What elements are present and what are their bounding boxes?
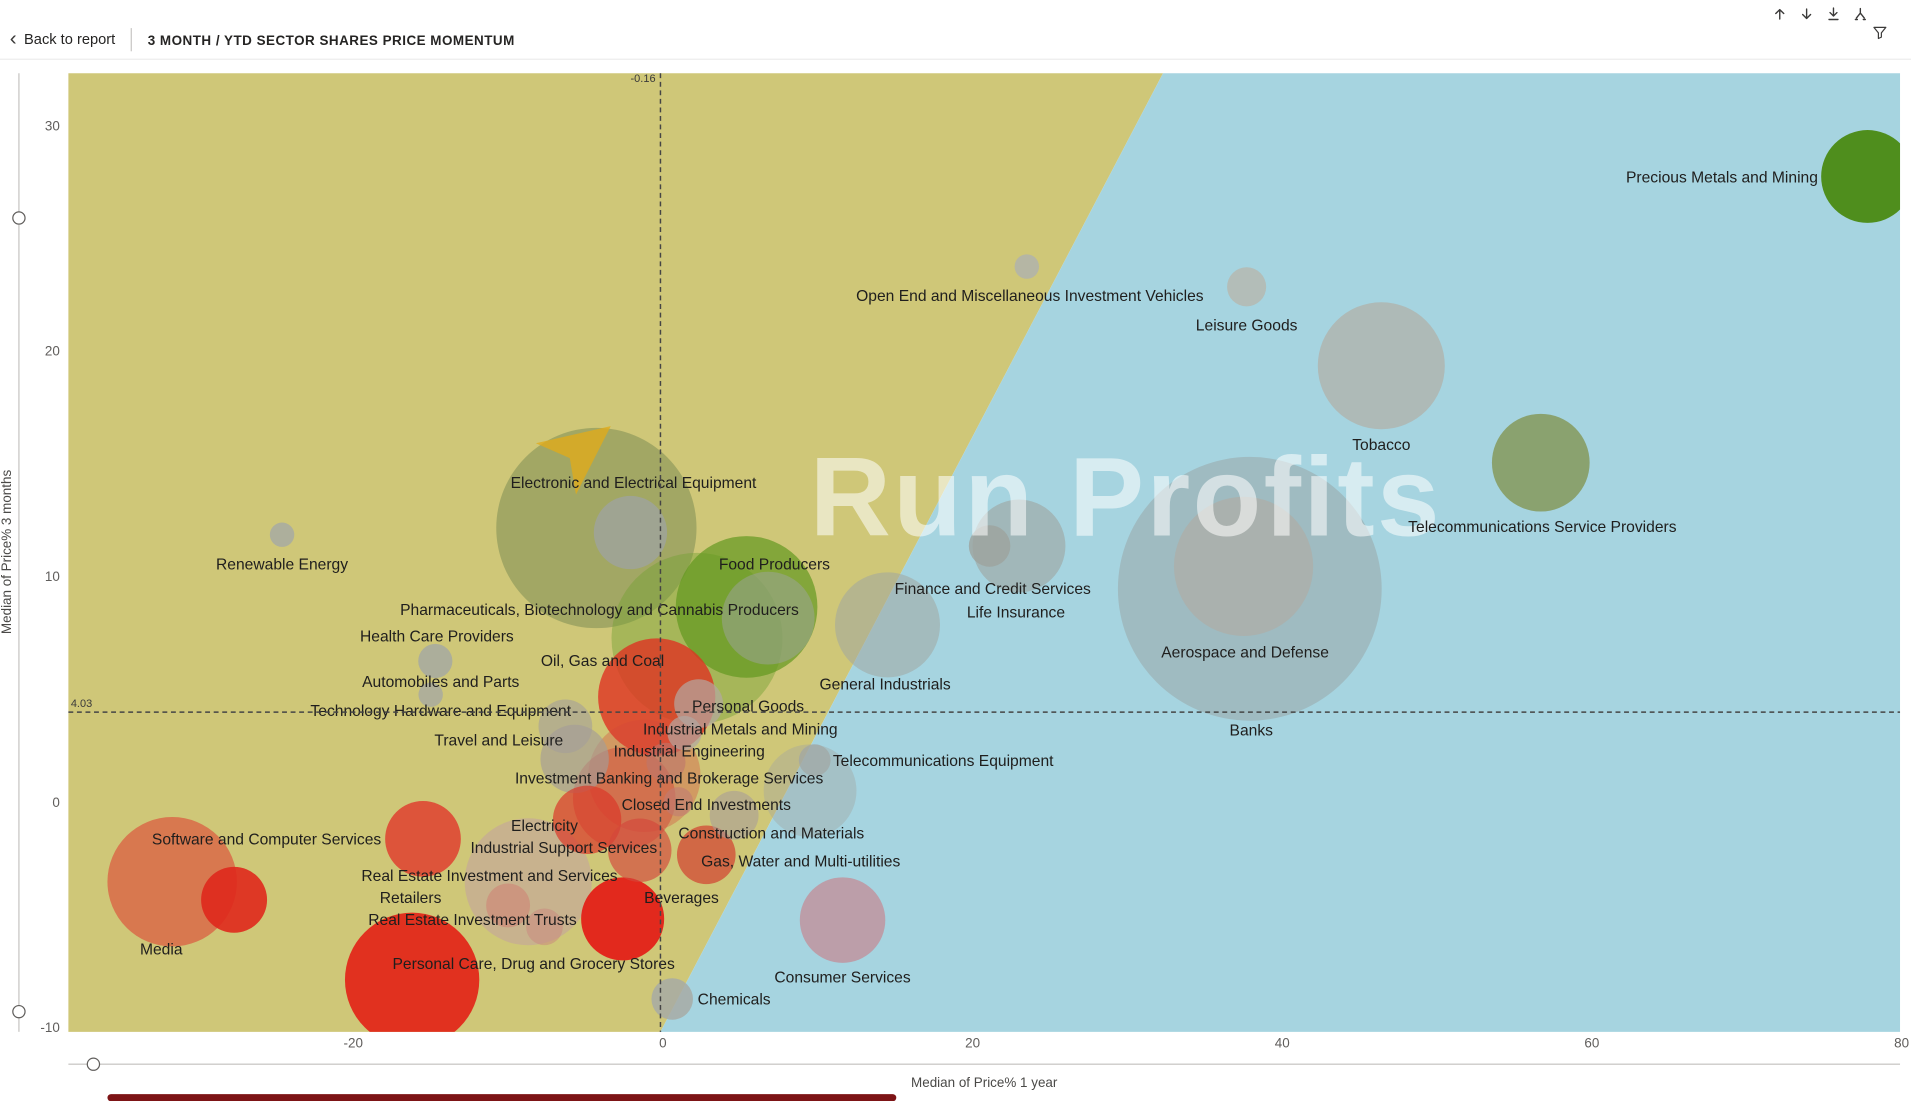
bubble-general-industrials[interactable] [834, 572, 941, 678]
bubble-electricity[interactable] [552, 785, 622, 855]
go-to-next-level-icon[interactable] [1851, 5, 1869, 23]
bubble-unlabeled-bubble[interactable] [763, 744, 857, 838]
x-axis-range-slider-handle[interactable] [86, 1057, 101, 1071]
x-axis-title: Median of Price% 1 year [911, 1075, 1058, 1091]
bubble-precious-metals-and-mining[interactable] [1821, 130, 1911, 223]
bubble-industrial-engineering[interactable] [646, 742, 686, 782]
bubble-unlabeled-bubble[interactable] [593, 495, 668, 570]
drill-up-icon[interactable] [1771, 5, 1789, 23]
bubble-finance-and-credit-services[interactable] [972, 499, 1066, 593]
bubble-technology-hardware-and-equipment[interactable] [538, 699, 593, 754]
bubble-software-and-computer-services[interactable] [385, 801, 461, 877]
bubble-open-end-and-miscellaneous-investment-vehicles[interactable] [1014, 254, 1040, 279]
bubble-retailers[interactable] [486, 883, 531, 928]
back-chevron-icon: ‹ [9, 26, 17, 51]
back-label: Back to report [24, 30, 116, 48]
back-to-report-button[interactable]: ‹ Back to report [9, 26, 116, 51]
filter-funnel-icon[interactable] [1872, 24, 1890, 42]
y-axis-range-slider-track[interactable] [18, 73, 20, 1032]
bubble-aerospace-and-defense[interactable] [1173, 496, 1314, 636]
bubble-personal-care-drug-and-grocery-stores[interactable] [344, 912, 480, 1047]
bubble-health-care-providers[interactable] [418, 643, 453, 679]
x-axis-range-slider-track[interactable] [68, 1063, 1901, 1065]
bubble-telecommunications-service-providers[interactable] [1491, 413, 1590, 512]
page-title: 3 MONTH / YTD SECTOR SHARES PRICE MOMENT… [147, 34, 515, 49]
drill-down-icon[interactable] [1797, 5, 1815, 23]
bubble-industrial-support-services[interactable] [607, 818, 672, 883]
y-axis-range-slider-handle-bottom[interactable] [12, 1004, 26, 1019]
header: ‹ Back to report 3 MONTH / YTD SECTOR SH… [0, 0, 1911, 60]
bubble-closed-end-investments[interactable] [663, 787, 694, 817]
bubble-automobiles-and-parts[interactable] [418, 682, 443, 707]
header-divider [130, 28, 132, 52]
bubble-telecommunications-equipment[interactable] [798, 744, 831, 777]
bubble-real-estate-investment-trusts[interactable] [526, 908, 563, 946]
expand-all-levels-icon[interactable] [1824, 5, 1842, 23]
bubble-personal-goods[interactable] [674, 679, 724, 729]
bubble-tobacco[interactable] [1317, 302, 1445, 430]
bubble-renewable-energy[interactable] [269, 522, 295, 547]
bubble-beverages[interactable] [581, 877, 665, 961]
bubble-unlabeled-bubble[interactable] [201, 866, 268, 933]
bubble-consumer-services[interactable] [799, 877, 886, 963]
bubble-life-insurance[interactable] [968, 525, 1011, 567]
bubble-construction-and-materials[interactable] [709, 790, 759, 840]
bubble-gas-water-and-multi-utilities[interactable] [676, 825, 736, 885]
mini-scrollbar-thumb[interactable] [107, 1094, 897, 1101]
y-axis-range-slider-handle-top[interactable] [12, 211, 26, 225]
toolbar [1771, 5, 1870, 23]
bubble-leisure-goods[interactable] [1227, 267, 1267, 307]
y-axis-title: Median of Price% 3 months [0, 469, 15, 635]
bubble-industrial-metals-and-mining[interactable] [667, 715, 702, 751]
bubble-unlabeled-bubble[interactable] [721, 571, 815, 665]
bubble-chemicals[interactable] [651, 978, 693, 1020]
